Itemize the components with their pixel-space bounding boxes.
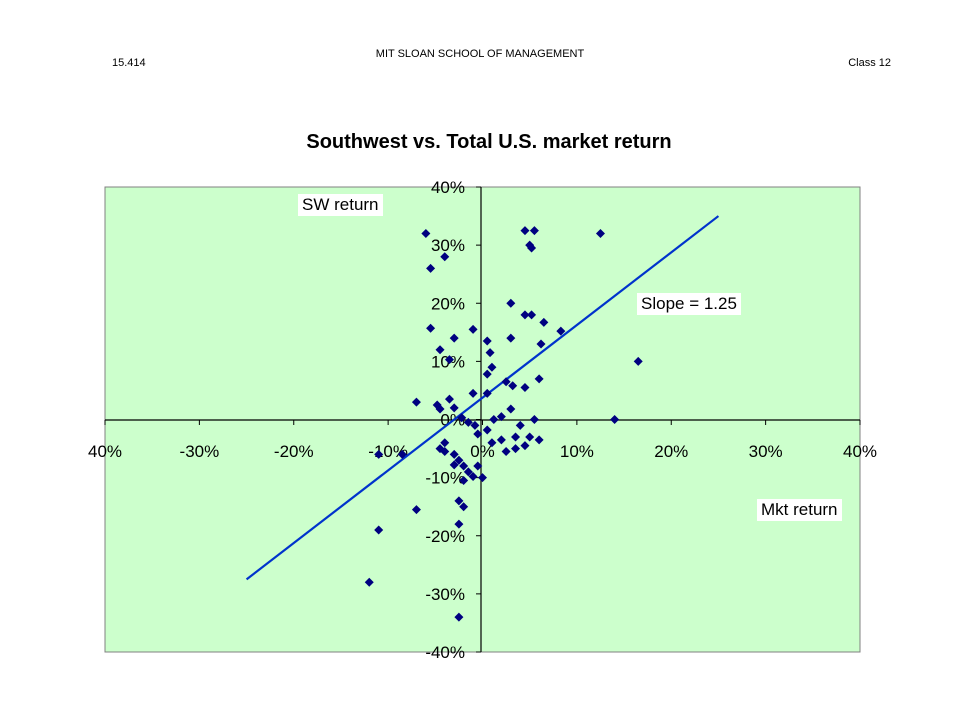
y-tick-label: -10% — [425, 469, 465, 488]
school-name: MIT SLOAN SCHOOL OF MANAGEMENT — [375, 48, 585, 60]
data-point — [426, 323, 436, 333]
y-tick-label: 20% — [431, 294, 465, 313]
y-tick-label: -20% — [425, 527, 465, 546]
data-point — [534, 435, 544, 445]
x-tick-label: 0% — [470, 442, 495, 461]
data-point — [482, 369, 492, 379]
x-axis-label: Mkt return — [757, 499, 842, 521]
x-tick-label: 40% — [843, 442, 877, 461]
data-point — [478, 473, 487, 483]
data-point — [527, 310, 537, 320]
data-point — [463, 417, 473, 427]
data-point — [468, 471, 478, 481]
data-point — [459, 502, 469, 512]
data-point — [454, 519, 464, 529]
data-point — [364, 577, 374, 587]
data-point — [374, 525, 384, 535]
data-point — [511, 432, 521, 442]
x-tick-label: 20% — [654, 442, 688, 461]
data-point — [444, 355, 454, 365]
data-point — [454, 496, 464, 506]
data-point — [482, 336, 492, 346]
data-point — [449, 449, 459, 459]
data-point — [374, 449, 384, 459]
data-point — [487, 362, 497, 372]
x-tick-label: 40% — [88, 442, 122, 461]
data-point — [529, 415, 539, 424]
data-point — [520, 226, 530, 236]
data-point — [482, 388, 492, 398]
data-point — [468, 324, 478, 334]
data-point — [449, 460, 459, 470]
data-point — [397, 449, 407, 459]
x-tick-label: -30% — [180, 442, 220, 461]
data-point — [595, 229, 605, 238]
data-point — [421, 229, 431, 238]
data-point — [457, 413, 467, 423]
y-tick-label: -40% — [425, 643, 465, 662]
data-point — [411, 397, 421, 407]
data-point — [506, 333, 516, 343]
data-point — [426, 263, 436, 273]
data-point — [468, 388, 478, 398]
data-point — [435, 404, 445, 414]
data-point — [459, 461, 469, 471]
data-point — [449, 333, 459, 343]
slope-annotation: Slope = 1.25 — [637, 293, 741, 315]
data-point — [520, 441, 530, 451]
data-point — [633, 356, 643, 366]
data-point — [610, 415, 620, 424]
data-point — [482, 425, 492, 435]
data-point — [539, 317, 549, 327]
x-tick-label: -20% — [274, 442, 314, 461]
data-point — [529, 226, 539, 236]
data-point — [454, 612, 464, 622]
data-point — [440, 252, 450, 262]
y-tick-label: -30% — [425, 585, 465, 604]
course-number: 15.414 — [112, 57, 146, 69]
data-point — [501, 446, 511, 456]
data-point — [440, 446, 450, 456]
data-point — [508, 381, 518, 391]
data-point — [501, 377, 511, 387]
data-point — [536, 339, 546, 349]
data-point — [473, 461, 483, 471]
class-number: Class 12 — [848, 57, 891, 69]
data-point — [496, 412, 506, 422]
data-point — [506, 404, 516, 414]
data-point — [511, 444, 521, 454]
data-point — [556, 326, 566, 336]
y-tick-label: 40% — [431, 178, 465, 197]
data-point — [520, 310, 530, 320]
data-point — [463, 467, 473, 477]
data-point — [534, 374, 544, 384]
data-point — [435, 345, 445, 355]
chart-title: Southwest vs. Total U.S. market return — [306, 131, 672, 153]
y-tick-label: 30% — [431, 236, 465, 255]
data-point — [525, 432, 535, 442]
data-point — [411, 505, 421, 515]
data-point — [496, 435, 506, 445]
x-tick-label: 10% — [560, 442, 594, 461]
data-point — [520, 383, 530, 393]
data-point — [454, 455, 464, 465]
data-point — [459, 476, 469, 486]
data-point — [470, 420, 480, 430]
data-point — [487, 438, 497, 448]
data-point — [440, 438, 450, 448]
data-point — [485, 348, 495, 358]
data-point — [506, 298, 516, 308]
data-point — [473, 429, 483, 439]
data-point — [527, 243, 537, 253]
data-point — [444, 394, 454, 404]
data-point — [515, 420, 525, 430]
data-point — [449, 403, 459, 413]
y-axis-label: SW return — [298, 194, 383, 216]
x-tick-label: 30% — [749, 442, 783, 461]
regression-line — [245, 215, 720, 581]
data-point — [489, 415, 499, 424]
